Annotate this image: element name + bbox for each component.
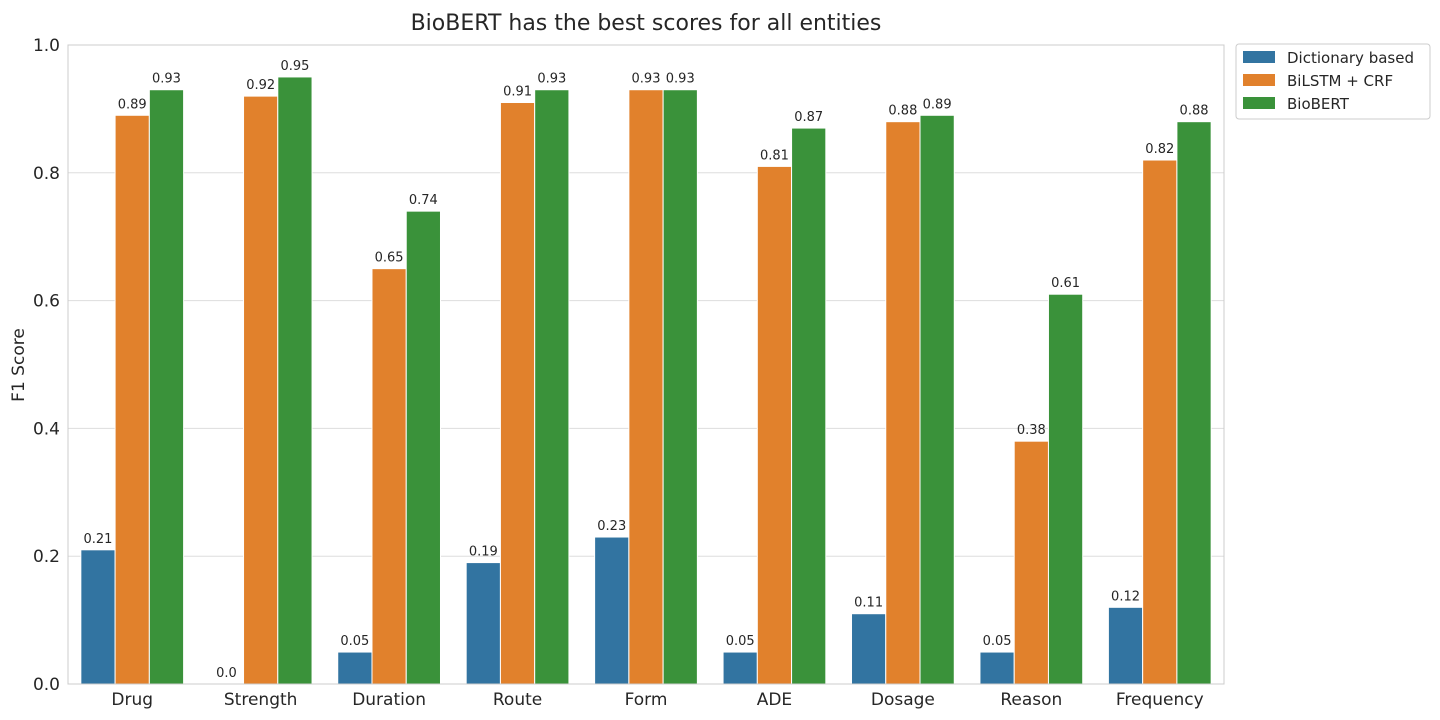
bar — [337, 651, 373, 685]
data-label: 0.12 — [1111, 589, 1140, 604]
bar — [148, 89, 185, 685]
x-tick-label: Route — [493, 690, 542, 710]
legend: Dictionary based BiLSTM + CRF BioBERT — [1235, 43, 1431, 120]
bar — [277, 76, 313, 685]
bar — [371, 268, 407, 685]
x-axis-ticks: Drug Strength Duration Route Form ADE Dosage Re… — [111, 690, 1203, 710]
legend-label: BiLSTM + CRF — [1287, 72, 1393, 90]
y-tick-label: 0.4 — [33, 419, 60, 439]
data-label: 0.65 — [375, 251, 404, 266]
x-tick-label: Duration — [352, 690, 426, 710]
y-tick-label: 0.2 — [33, 547, 60, 567]
legend-label: Dictionary based — [1287, 49, 1414, 67]
data-label: 0.88 — [888, 104, 917, 119]
bar — [405, 210, 441, 685]
data-label: 0.92 — [246, 78, 275, 93]
data-label: 0.81 — [760, 148, 789, 163]
x-tick-label: ADE — [757, 690, 792, 710]
data-label: 0.05 — [983, 634, 1012, 649]
data-label: 0.05 — [340, 634, 369, 649]
data-label: 0.95 — [280, 59, 309, 74]
y-axis-ticks: 0.0 0.2 0.4 0.6 0.8 1.0 — [33, 36, 60, 695]
data-label: 0.93 — [152, 72, 181, 87]
bar — [628, 89, 664, 685]
bar — [662, 89, 698, 685]
data-label: 0.23 — [597, 519, 626, 534]
legend-label: BioBERT — [1287, 95, 1350, 113]
data-label: 0.21 — [83, 532, 112, 547]
bar — [80, 549, 116, 685]
bar — [1047, 293, 1084, 685]
data-label: 0.19 — [469, 545, 498, 560]
data-labels: 0.21 0.89 0.93 0.0 0.92 0.95 0.05 0.65 0.74 0.19 0… — [83, 59, 1208, 681]
x-tick-label: Strength — [224, 690, 298, 710]
legend-swatch — [1243, 51, 1275, 63]
data-label: 0.88 — [1180, 104, 1209, 119]
data-label: 0.93 — [537, 72, 566, 87]
chart-title: BioBERT has the best scores for all enti… — [411, 11, 882, 36]
x-tick-label: Frequency — [1116, 690, 1204, 710]
data-label: 0.89 — [923, 97, 952, 112]
data-label: 0.61 — [1051, 276, 1080, 291]
bar — [756, 165, 793, 685]
data-label: 0.82 — [1145, 142, 1174, 157]
bar — [979, 651, 1015, 685]
data-label: 0.74 — [409, 193, 438, 208]
y-tick-label: 0.6 — [33, 292, 60, 312]
bar — [594, 536, 630, 685]
data-label: 0.93 — [666, 72, 695, 87]
bar — [1107, 606, 1144, 685]
bar — [885, 121, 921, 685]
data-label: 0.0 — [216, 666, 237, 681]
bar — [499, 102, 536, 685]
y-axis-label: F1 Score — [9, 328, 29, 402]
data-label: 0.38 — [1017, 423, 1046, 438]
x-tick-label: Drug — [111, 690, 153, 710]
x-tick-label: Reason — [1000, 690, 1062, 710]
bars — [80, 76, 1212, 685]
y-tick-label: 0.8 — [33, 164, 60, 184]
bar — [534, 89, 570, 685]
x-tick-label: Dosage — [871, 690, 935, 710]
bar — [1013, 440, 1049, 685]
bar — [722, 651, 758, 685]
data-label: 0.87 — [794, 110, 823, 125]
bar — [243, 95, 279, 685]
data-label: 0.93 — [632, 72, 661, 87]
x-tick-label: Form — [625, 690, 668, 710]
bar — [1176, 121, 1212, 685]
legend-swatch — [1243, 74, 1275, 86]
plot-frame — [67, 44, 1225, 685]
bar — [1142, 159, 1178, 685]
data-label: 0.89 — [118, 97, 147, 112]
data-label: 0.91 — [503, 85, 532, 100]
bar — [465, 562, 501, 685]
y-tick-label: 0.0 — [33, 675, 60, 695]
legend-box — [1235, 43, 1431, 120]
legend-swatch — [1243, 97, 1275, 109]
bar — [791, 127, 827, 685]
y-tick-label: 1.0 — [33, 36, 60, 56]
bar — [851, 613, 887, 685]
bar — [919, 114, 955, 685]
data-label: 0.11 — [854, 596, 883, 611]
bar — [114, 114, 150, 685]
data-label: 0.05 — [726, 634, 755, 649]
